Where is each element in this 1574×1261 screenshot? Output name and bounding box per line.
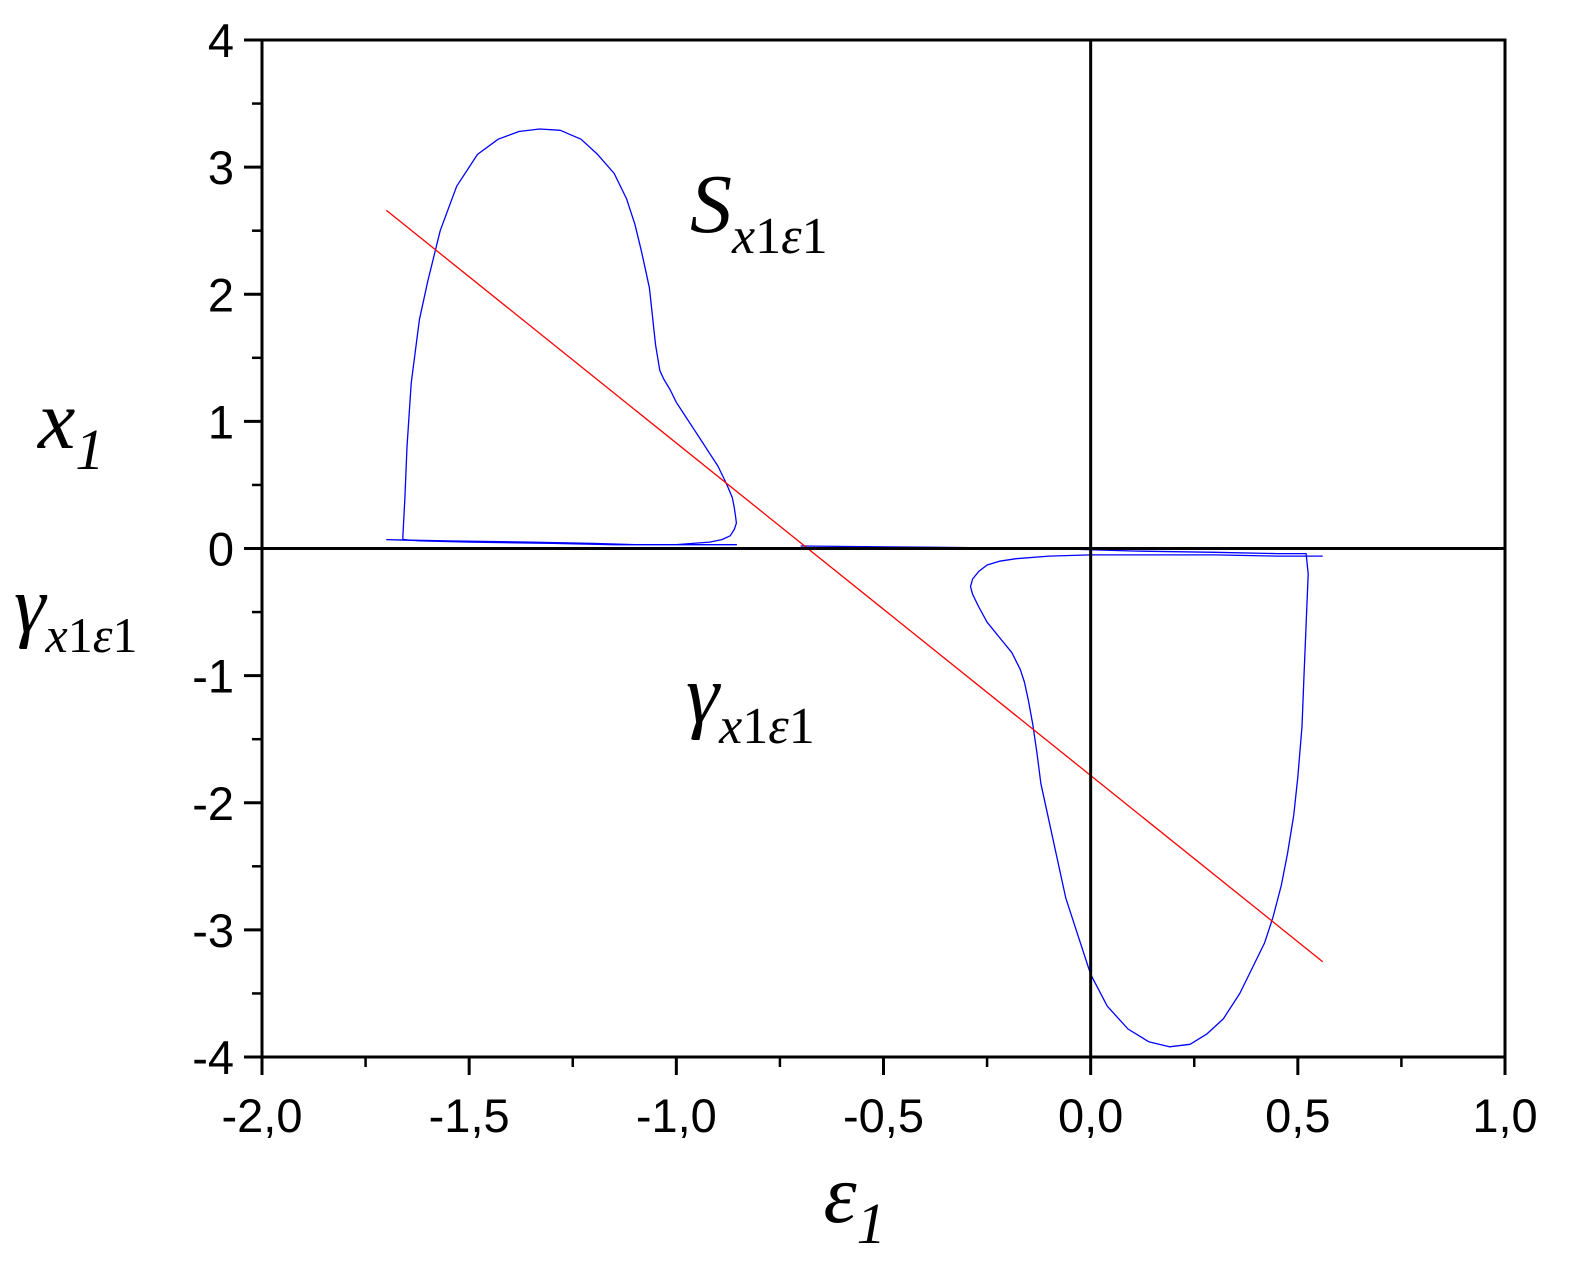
series-line-0 <box>386 128 738 546</box>
x-tick-label: 1,0 <box>1472 1089 1537 1142</box>
series-line-1 <box>800 545 1323 1048</box>
label-layer: -2,0 -1,5 -1,0 -0,5 0,0 0,5 1,0 4 3 2 1 0 -1 -2 -3 -4 ε1… <box>14 14 1538 1256</box>
series-line-2 <box>385 209 1324 963</box>
y-axis-label-x1: x1 <box>36 374 104 482</box>
x-tick-label: 0,5 <box>1265 1089 1330 1142</box>
y-tick-label: 0 <box>208 523 234 576</box>
annotation-gamma: γx1ε1 <box>686 648 815 755</box>
x-tick-label: 0,0 <box>1058 1089 1123 1142</box>
y-tick-label: -3 <box>192 904 234 957</box>
y-tick-label: 1 <box>208 395 234 448</box>
x-axis-label: ε1 <box>824 1148 886 1256</box>
y-tick-label: 2 <box>208 268 234 321</box>
y-axis-label-gamma: γx1ε1 <box>14 562 137 663</box>
annotation-S: Sx1ε1 <box>690 158 828 265</box>
y-tick-label: 4 <box>208 14 234 67</box>
x-tick-label: -0,5 <box>843 1089 924 1142</box>
x-tick-label: -2,0 <box>222 1089 303 1142</box>
y-tick-label: -2 <box>192 777 234 830</box>
axis-layer <box>244 38 1507 1075</box>
y-tick-label: -1 <box>192 650 234 703</box>
x-tick-label: -1,5 <box>429 1089 510 1142</box>
x-tick-label: -1,0 <box>636 1089 717 1142</box>
series-layer <box>385 128 1324 1048</box>
y-tick-label: -4 <box>192 1031 234 1084</box>
y-tick-label: 3 <box>208 141 234 194</box>
